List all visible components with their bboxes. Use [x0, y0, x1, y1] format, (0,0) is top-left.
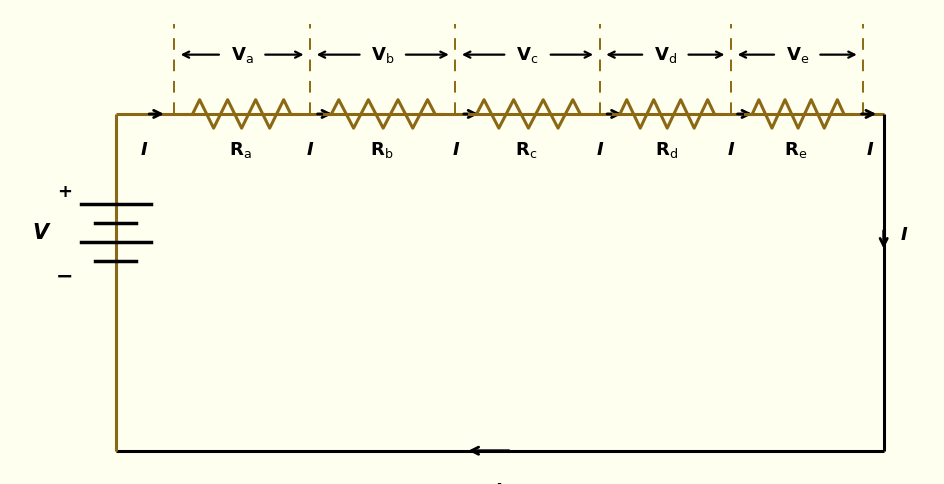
Text: V: V — [32, 223, 48, 242]
Text: I: I — [597, 140, 603, 158]
Text: V$_\mathrm{a}$: V$_\mathrm{a}$ — [230, 45, 254, 65]
Text: +: + — [58, 183, 73, 201]
Text: I: I — [307, 140, 313, 158]
Text: I: I — [141, 140, 147, 158]
Text: I: I — [867, 140, 873, 158]
Text: V$_\mathrm{e}$: V$_\mathrm{e}$ — [785, 45, 809, 65]
Text: I: I — [453, 140, 460, 158]
Text: −: − — [57, 266, 74, 286]
Text: V$_\mathrm{b}$: V$_\mathrm{b}$ — [371, 45, 395, 65]
Text: R$_\mathrm{d}$: R$_\mathrm{d}$ — [655, 139, 678, 160]
Text: I: I — [495, 482, 501, 484]
Text: R$_\mathrm{c}$: R$_\mathrm{c}$ — [515, 139, 538, 160]
Text: R$_\mathrm{a}$: R$_\mathrm{a}$ — [229, 139, 252, 160]
Text: I: I — [728, 140, 734, 158]
Text: R$_\mathrm{b}$: R$_\mathrm{b}$ — [370, 139, 393, 160]
Text: R$_\mathrm{e}$: R$_\mathrm{e}$ — [784, 139, 807, 160]
Text: V$_\mathrm{c}$: V$_\mathrm{c}$ — [516, 45, 539, 65]
Text: I: I — [901, 226, 907, 244]
Text: V$_\mathrm{d}$: V$_\mathrm{d}$ — [654, 45, 677, 65]
